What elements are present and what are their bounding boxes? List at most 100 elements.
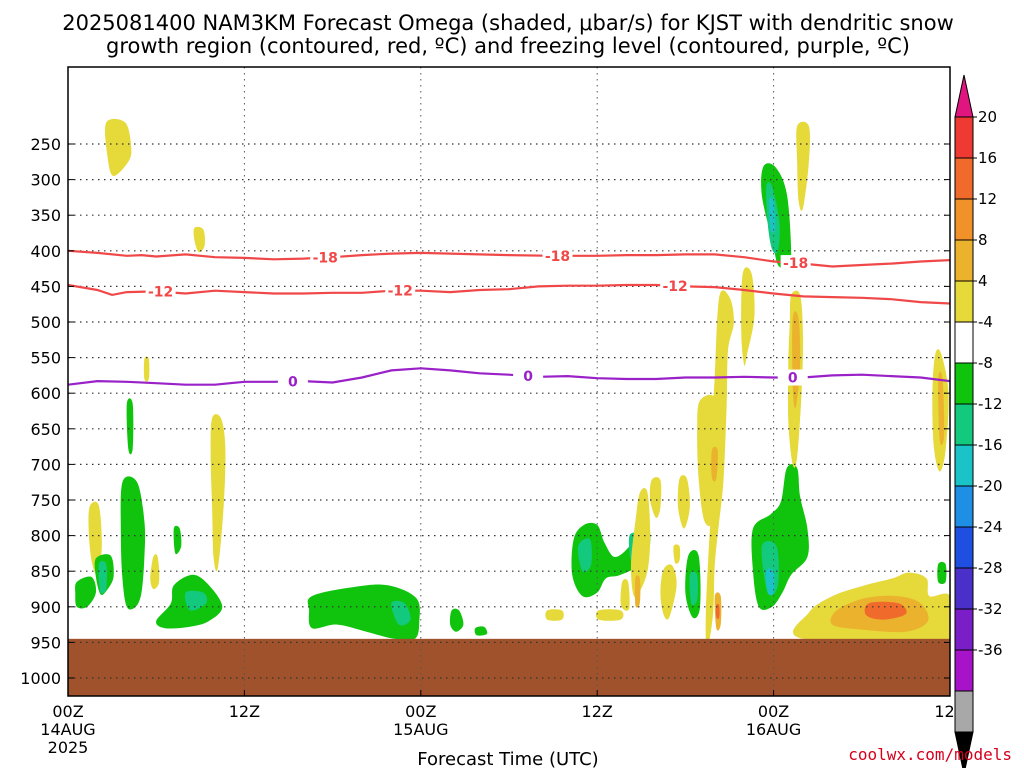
- x-tick-label-48: 00Z: [758, 702, 789, 721]
- y-tick-label-300: 300: [30, 171, 61, 190]
- x-tick-label-36: 12Z: [582, 702, 613, 721]
- omega-shade-28: [761, 540, 779, 596]
- omega-shade-40: [545, 609, 564, 621]
- omega-shading: [75, 118, 950, 647]
- omega-shade-34: [677, 475, 690, 529]
- ground-surface: [68, 638, 950, 696]
- colorbar-bin-2: [954, 157, 974, 200]
- colorbar: 20 16 12 8 4 -4 -8 -12 -16 -20 -24 -28 -32 -36: [954, 74, 1003, 768]
- colorbar-bin-1: [954, 116, 974, 159]
- colorbar-label-10: -24: [978, 518, 1003, 536]
- omega-shade-37: [660, 564, 677, 620]
- omega-shade-51: [711, 446, 718, 482]
- colorbar-label-9: -20: [978, 477, 1003, 495]
- contour-lines: -18 -18 -18 -12 -12 -12 0 0 0: [68, 247, 950, 390]
- y-tick-label-400: 400: [30, 242, 61, 261]
- omega-shade-13: [449, 608, 464, 632]
- colorbar-bin-6: [954, 321, 974, 364]
- colorbar-top-arrow: [954, 74, 974, 118]
- colorbar-bin-3: [954, 198, 974, 241]
- plot-area: -18 -18 -18 -12 -12 -12 0 0 0: [68, 67, 950, 696]
- colorbar-bin-14: [954, 649, 974, 692]
- omega-shade-32: [741, 267, 755, 366]
- omega-shade-39: [595, 609, 624, 621]
- colorbar-bin-4: [954, 239, 974, 282]
- colorbar-bin-12: [954, 567, 974, 610]
- omega-shade-30: [765, 568, 775, 596]
- chart-title-line1: 2025081400 NAM3KM Forecast Omega (shaded…: [62, 11, 954, 35]
- contour-label-bg: [542, 247, 573, 264]
- colorbar-bin-5: [954, 280, 974, 323]
- omega-shade-3: [210, 414, 226, 572]
- colorbar-label-2: 12: [978, 190, 997, 208]
- colorbar-label-8: -16: [978, 436, 1003, 454]
- contour-label-1-0: -12: [148, 285, 173, 301]
- x-tick-year-0: 2025: [48, 738, 89, 757]
- colorbar-bin-7: [954, 362, 974, 405]
- x-tick-label-24: 00Z: [405, 702, 436, 721]
- contour-label-bg: [277, 373, 308, 390]
- contour-label-bg: [660, 277, 691, 294]
- contour-label-2-1: 0: [523, 369, 533, 385]
- omega-shade-44: [630, 487, 651, 597]
- contour-label-1-1: -12: [388, 284, 413, 300]
- colorbar-label-1: 16: [978, 149, 997, 167]
- y-tick-label-950: 950: [30, 633, 61, 652]
- plot-frame: [67, 66, 951, 697]
- x-tick-date-24: 15AUG: [393, 720, 448, 739]
- omega-shade-10: [173, 525, 182, 555]
- colorbar-bin-9: [954, 444, 974, 487]
- contour-label-0-1: -18: [545, 249, 570, 265]
- omega-shade-38: [673, 544, 681, 564]
- contour-line-1: [68, 283, 950, 305]
- omega-shade-25: [577, 538, 592, 573]
- colorbar-label-3: 8: [978, 231, 988, 249]
- contour-label-0-2: -18: [783, 256, 808, 272]
- contour-label-bg: [777, 369, 808, 386]
- colorbar-label-5: -4: [978, 313, 993, 331]
- omega-shade-23: [184, 590, 208, 611]
- omega-shade-31: [705, 290, 734, 647]
- y-tick-label-500: 500: [30, 313, 61, 332]
- y-tick-label-1000: 1000: [20, 669, 61, 688]
- contour-label-bg: [513, 368, 544, 385]
- colorbar-bin-15: [954, 690, 974, 733]
- x-tick-date-0: 14AUG: [40, 720, 95, 739]
- colorbar-label-4: 4: [978, 272, 988, 290]
- omega-shade-27: [689, 571, 698, 606]
- omega-shade-41: [796, 121, 811, 211]
- terrain-layer: [68, 638, 950, 696]
- omega-shade-22: [98, 560, 108, 594]
- omega-shade-8: [126, 398, 134, 455]
- omega-shade-5: [150, 554, 160, 590]
- colorbar-bin-10: [954, 485, 974, 528]
- colorbar-label-7: -12: [978, 395, 1003, 413]
- contour-label-bg: [145, 283, 176, 300]
- omega-shade-35: [649, 477, 662, 518]
- omega-shade-15: [571, 522, 651, 598]
- chart-title-line2: growth region (contoured, red, ºC) and f…: [106, 34, 910, 58]
- y-tick-label-350: 350: [30, 206, 61, 225]
- y-tick-label-900: 900: [30, 598, 61, 617]
- x-axis-label: Forecast Time (UTC): [417, 749, 598, 768]
- omega-shade-19: [937, 561, 947, 585]
- omega-shade-50: [634, 575, 641, 608]
- omega-shade-1: [193, 226, 206, 253]
- contour-label-1-2: -12: [662, 279, 687, 295]
- y-tick-label-750: 750: [30, 491, 61, 510]
- x-tick-date-48: 16AUG: [746, 720, 801, 739]
- colorbar-bottom-arrow: [954, 731, 974, 768]
- x-tick-label-0: 00Z: [52, 702, 83, 721]
- colorbar-label-13: -36: [978, 641, 1003, 659]
- contour-label-bg: [780, 255, 811, 272]
- omega-shade-7: [75, 576, 97, 609]
- omega-shade-2: [143, 356, 150, 382]
- y-tick-label-800: 800: [30, 527, 61, 546]
- contour-label-2-0: 0: [288, 374, 298, 390]
- axes: 250 300 350 400 450 500 550 600 650 700 750 800 850 9…: [20, 135, 965, 757]
- credit-text: coolwx.com/models: [848, 745, 1012, 764]
- omega-shade-0: [105, 118, 132, 177]
- contour-label-bg: [310, 249, 341, 266]
- colorbar-bin-11: [954, 526, 974, 569]
